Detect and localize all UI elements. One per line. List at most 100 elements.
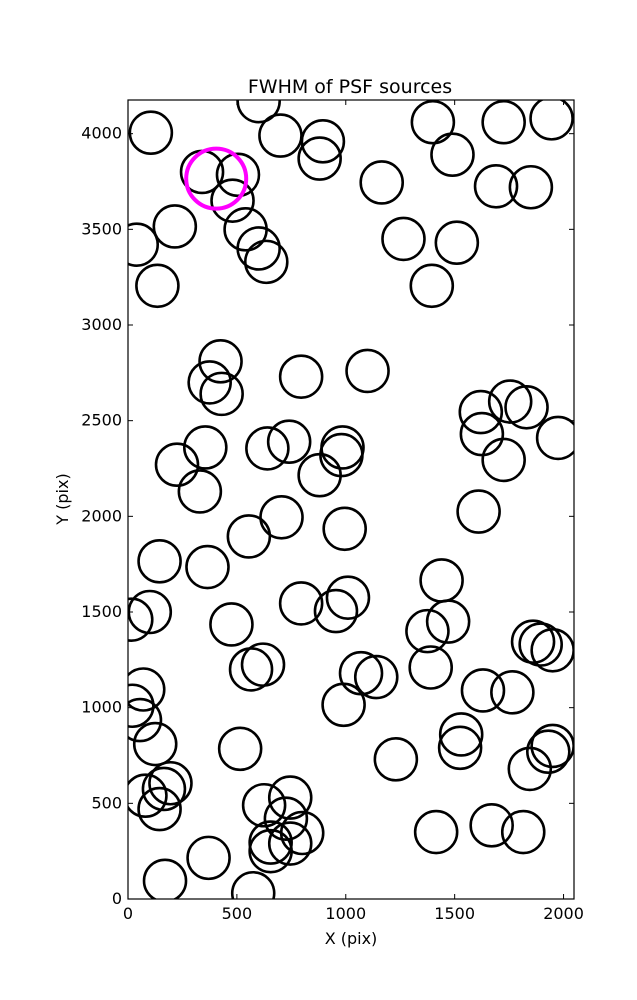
psf-source-marker xyxy=(510,619,556,664)
y-tick-label: 2500 xyxy=(81,411,122,430)
y-tick-label: 3000 xyxy=(81,315,122,334)
y-tick-label: 1500 xyxy=(81,602,122,621)
psf-source-marker xyxy=(236,226,281,271)
psf-source-marker xyxy=(248,820,293,865)
x-tick-label: 0 xyxy=(123,904,133,923)
psf-source-marker xyxy=(322,506,367,552)
psf-source-marker xyxy=(132,721,178,767)
psf-source-marker xyxy=(500,809,546,855)
psf-source-marker xyxy=(321,682,366,728)
psf-source-marker xyxy=(345,348,390,394)
y-tick-label: 500 xyxy=(91,793,122,812)
psf-source-marker xyxy=(437,725,483,771)
psf-source-marker xyxy=(236,100,281,124)
psf-source-marker xyxy=(459,411,505,457)
psf-source-marker xyxy=(243,239,289,285)
psf-source-marker xyxy=(241,782,287,828)
y-tick-label: 1000 xyxy=(81,698,122,717)
psf-source-marker xyxy=(469,803,514,848)
psf-source-marker xyxy=(128,697,163,743)
psf-source-marker xyxy=(128,667,166,712)
psf-source-marker xyxy=(438,712,484,757)
chart-title: FWHM of PSF sources xyxy=(248,76,452,98)
x-axis-label: X (pix) xyxy=(325,929,378,948)
x-tick-label: 1500 xyxy=(434,904,475,923)
psf-source-marker xyxy=(177,469,223,514)
psf-source-marker xyxy=(373,737,419,782)
psf-source-marker xyxy=(297,136,342,181)
psf-source-marker xyxy=(434,220,480,266)
psf-source-marker xyxy=(419,558,464,603)
plot-frame xyxy=(127,99,575,900)
psf-source-marker xyxy=(210,178,255,223)
x-tick-label: 1000 xyxy=(325,904,366,923)
psf-source-marker xyxy=(215,152,261,198)
psf-source-marker xyxy=(297,452,342,498)
psf-source-marker xyxy=(535,415,574,461)
psf-source-marker xyxy=(186,835,231,881)
psf-source-marker xyxy=(267,821,313,866)
psf-source-marker xyxy=(199,371,244,417)
psf-source-marker xyxy=(258,113,303,158)
psf-source-marker xyxy=(504,384,549,430)
x-tick-label: 2000 xyxy=(543,904,584,923)
psf-source-marker xyxy=(183,425,228,470)
psf-source-marker xyxy=(481,100,526,145)
psf-source-marker xyxy=(458,389,504,435)
psf-source-marker xyxy=(128,597,154,642)
psf-source-marker xyxy=(230,870,276,899)
psf-source-marker xyxy=(481,437,526,483)
psf-source-marker xyxy=(456,489,501,534)
psf-source-marker xyxy=(359,160,405,205)
psf-source-marker xyxy=(209,602,254,647)
psf-source-marker xyxy=(267,775,313,820)
psf-source-marker xyxy=(518,622,563,667)
psf-source-marker xyxy=(413,809,459,855)
psf-source-marker xyxy=(278,581,324,626)
x-tick-label: 500 xyxy=(222,904,253,923)
psf-source-marker xyxy=(460,668,506,713)
psf-source-marker xyxy=(128,773,168,818)
psf-source-marker xyxy=(187,360,232,405)
psf-source-marker xyxy=(490,670,535,715)
psf-source-marker xyxy=(507,746,553,792)
psf-source-marker xyxy=(137,539,182,584)
psf-source-marker xyxy=(529,100,574,141)
psf-source-marker xyxy=(248,828,293,874)
psf-source-marker xyxy=(128,222,160,267)
y-tick-label: 0 xyxy=(112,889,122,908)
psf-source-marker xyxy=(154,442,200,487)
psf-source-marker xyxy=(408,645,454,690)
psf-source-marker xyxy=(430,132,475,178)
psf-source-marker xyxy=(217,726,263,772)
psf-source-marker xyxy=(128,110,174,156)
psf-source-marker xyxy=(278,354,324,399)
psf-source-marker xyxy=(473,163,519,209)
plot-area xyxy=(128,100,574,899)
highlight-source-marker xyxy=(184,146,249,211)
psf-source-marker xyxy=(338,650,384,696)
psf-source-marker xyxy=(409,263,455,309)
psf-source-marker xyxy=(313,588,359,634)
psf-source-marker xyxy=(425,599,471,644)
y-axis-label: Y (pix) xyxy=(53,473,72,525)
axis-ticks: 0 500 1000 1500 2000 0 500 1000 1500 2000 2500 3000… xyxy=(81,100,584,923)
psf-source-marker xyxy=(266,419,312,465)
psf-source-marker xyxy=(259,494,304,540)
psf-source-marker xyxy=(128,683,155,729)
psf-source-marker xyxy=(381,216,426,262)
psf-source-marker xyxy=(228,647,274,692)
psf-source-marker xyxy=(135,263,180,309)
psf-source-marker xyxy=(148,760,193,806)
psf-source-marker xyxy=(198,339,243,384)
psf-source-marker xyxy=(152,204,198,249)
psf-source-marker xyxy=(320,425,365,470)
psf-source-marker xyxy=(508,164,554,210)
psf-source-marker xyxy=(137,786,182,832)
psf-source-marker xyxy=(487,379,533,424)
psf-source-marker xyxy=(240,642,286,687)
psf-source-marker xyxy=(142,858,188,899)
psf-source-marker xyxy=(410,100,456,145)
y-tick-label: 2000 xyxy=(81,506,122,525)
